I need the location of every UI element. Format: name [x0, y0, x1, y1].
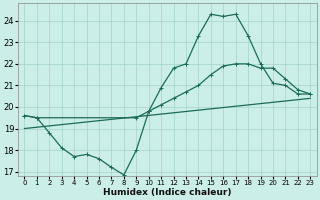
- X-axis label: Humidex (Indice chaleur): Humidex (Indice chaleur): [103, 188, 232, 197]
